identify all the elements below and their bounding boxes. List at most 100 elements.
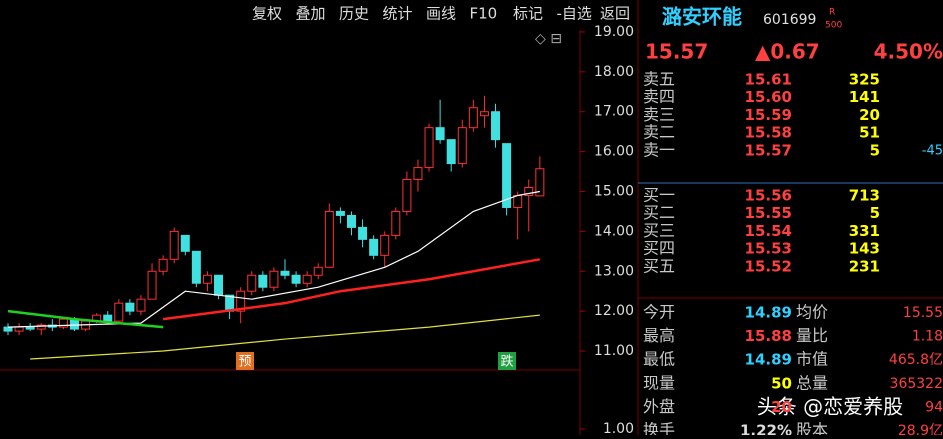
y-tick-label: 18.00	[594, 64, 634, 80]
book-label: 卖二	[643, 123, 675, 142]
candle-body	[25, 326, 35, 330]
book-price: 15.60	[745, 88, 792, 106]
book-price: 15.54	[745, 222, 792, 240]
candle-body	[125, 302, 135, 312]
candle-body	[324, 210, 334, 268]
book-volume: 331	[849, 222, 880, 240]
price: 15.57	[645, 40, 708, 64]
book-label: 买四	[643, 239, 675, 258]
stat-label: 均价	[796, 303, 828, 322]
stat-value: 1.18	[912, 329, 943, 345]
candle-body	[380, 234, 390, 256]
change: ▲0.67	[755, 40, 820, 64]
y-tick-label: 11.00	[594, 343, 634, 359]
candle-body	[103, 314, 113, 322]
candle-body	[36, 324, 46, 330]
candle-body	[202, 274, 212, 284]
stat-label: 今开	[643, 303, 675, 322]
icon[interactable]: ◇ ⊟	[535, 31, 562, 47]
book-volume: 5	[870, 204, 880, 222]
candle-body	[214, 274, 224, 296]
annotation-bg	[236, 352, 254, 370]
book-label: 买五	[643, 256, 675, 275]
toolbar-button[interactable]: F10	[470, 5, 498, 23]
stat-value: 1.22%	[740, 422, 792, 436]
annotation: 跌	[500, 354, 513, 370]
stat-value: 28.9亿	[898, 423, 943, 435]
book-volume: 325	[849, 71, 880, 89]
stat-value: 15.55	[903, 305, 943, 321]
candle-body	[369, 238, 379, 256]
book-price: 15.52	[745, 257, 792, 275]
book-price: 15.55	[745, 204, 792, 222]
book-label: 买二	[643, 203, 675, 222]
toolbar-button[interactable]: 标记	[513, 5, 543, 23]
book-volume: 5	[870, 141, 880, 159]
candle-body	[313, 266, 323, 276]
candle-body	[158, 258, 168, 272]
candle-body	[169, 230, 179, 260]
watermark: 头条 @恋爱养股	[757, 395, 903, 419]
stat-value: 14.89	[745, 351, 792, 369]
book-volume: 143	[849, 240, 880, 258]
book-price: 15.57	[745, 141, 792, 159]
stat-value: 15.88	[745, 327, 792, 345]
candle-body	[468, 107, 478, 129]
candle-body	[502, 143, 512, 208]
book-price: 15.53	[745, 240, 792, 258]
stat-value: 365322	[890, 376, 943, 392]
stat-value: 50	[771, 374, 792, 392]
toolbar-button[interactable]: -自选	[557, 5, 592, 23]
candle-body	[346, 214, 356, 228]
stat-value: 14.89	[745, 304, 792, 322]
book-label: 买一	[643, 186, 675, 205]
book-volume: 51	[859, 124, 880, 142]
candle-body	[280, 270, 290, 276]
candle-body	[247, 274, 257, 292]
book-change: -45	[922, 143, 943, 158]
toolbar-button[interactable]: 叠加	[296, 5, 326, 23]
toolbar-button[interactable]: 画线	[426, 5, 456, 23]
book-volume: 141	[849, 88, 880, 106]
candle-body	[535, 168, 545, 197]
candle-body	[191, 250, 201, 284]
stat-label: 最高	[643, 326, 675, 345]
candle-body	[236, 290, 246, 312]
book-volume: 20	[859, 106, 880, 124]
book-volume: 713	[849, 187, 880, 205]
stat-label: 最低	[643, 350, 675, 369]
badge: 500	[825, 21, 842, 31]
candle-body	[14, 326, 24, 332]
y-tick-label: 16.00	[594, 144, 634, 160]
stat-value: 465.8亿	[889, 352, 943, 368]
y-tick-label: 14.00	[594, 223, 634, 239]
toolbar-button[interactable]: 返回	[600, 5, 630, 23]
candle-body	[225, 294, 235, 312]
y-tick-label: 12.00	[594, 303, 634, 319]
moving-average	[7, 190, 540, 328]
moving-average	[7, 309, 164, 329]
annotation-bg	[498, 352, 516, 370]
y-tick-label: 1.00	[603, 421, 634, 435]
candle-body	[114, 302, 124, 322]
candle-body	[358, 226, 368, 240]
book-label: 卖三	[643, 105, 675, 124]
stock-code: 601699	[763, 12, 816, 28]
book-price: 15.59	[745, 106, 792, 124]
stat-label: 换手	[643, 421, 675, 436]
stat-label: 总量	[796, 373, 828, 392]
percent: 4.50%	[874, 40, 943, 64]
toolbar-button[interactable]: 复权	[252, 5, 282, 23]
stock-name: 潞安环能	[662, 5, 742, 29]
moving-average	[30, 314, 540, 360]
toolbar-button[interactable]: 历史	[339, 5, 369, 23]
book-label: 卖一	[643, 140, 675, 159]
book-price: 15.58	[745, 124, 792, 142]
toolbar-button[interactable]: 统计	[383, 5, 413, 23]
stat-label: 现量	[643, 373, 675, 392]
book-label: 卖四	[643, 87, 675, 106]
stat-label: 股本	[796, 421, 828, 436]
stat-label: 量比	[796, 326, 828, 345]
candle-body	[391, 210, 401, 236]
